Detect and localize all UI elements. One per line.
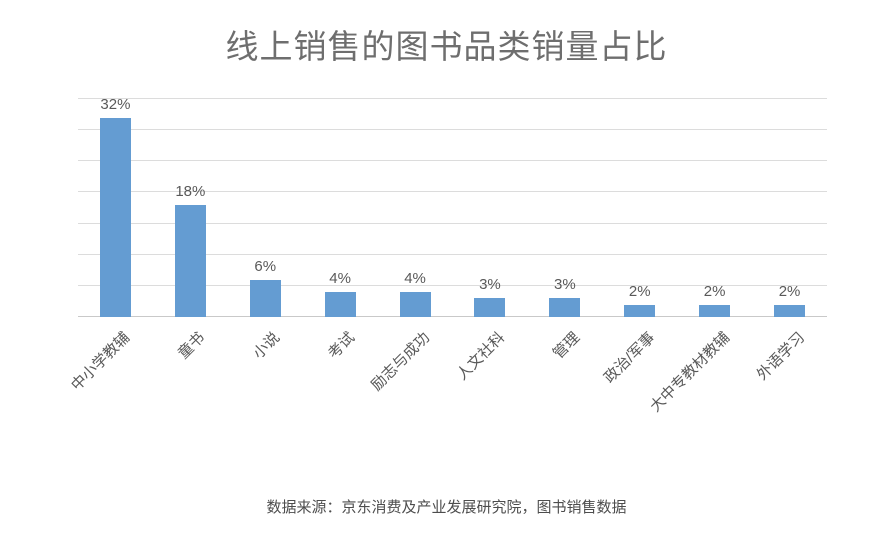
value-label: 2% <box>778 282 801 300</box>
source-note: 数据来源：京东消费及产业发展研究院，图书销售数据 <box>266 499 627 516</box>
category-label: 外语学习 <box>753 329 808 384</box>
category-label: 小说 <box>250 329 284 363</box>
category-label: 童书 <box>175 329 209 363</box>
value-label: 2% <box>703 282 726 300</box>
bar <box>624 304 656 317</box>
gridline <box>78 160 827 162</box>
x-axis-labels: 中小学教辅 童书 小说 考试 励志与成功 人文社科 管理 政治/军事 大中专教材教辅 外语学习 <box>69 317 827 477</box>
value-label: 3% <box>479 276 501 294</box>
bar <box>699 304 731 317</box>
bar <box>99 117 131 317</box>
bar <box>249 279 281 317</box>
gridline <box>78 191 827 193</box>
bar <box>549 298 581 317</box>
x-axis-line <box>78 316 827 317</box>
gridline <box>78 284 827 286</box>
category-label: 政治/军事 <box>600 329 658 387</box>
gridline <box>78 129 827 131</box>
bar <box>399 292 431 317</box>
bar <box>174 204 206 317</box>
gridline <box>78 98 827 99</box>
value-label: 2% <box>628 282 651 300</box>
bar <box>324 292 356 317</box>
gridline <box>78 222 827 224</box>
plot-area: 32% 18% 6% 4% 4% 3% 3% 2% 2% 2% <box>78 95 827 317</box>
value-label: 6% <box>254 257 277 275</box>
category-label: 励志与成功 <box>368 329 434 395</box>
value-label: 4% <box>404 270 426 288</box>
bar <box>774 304 806 317</box>
value-label: 32% <box>100 95 131 113</box>
category-label: 考试 <box>325 329 359 363</box>
value-label: 18% <box>175 182 206 200</box>
value-label: 3% <box>554 276 576 294</box>
bar <box>474 298 506 317</box>
category-label: 中小学教辅 <box>68 329 134 395</box>
gridline <box>78 253 827 255</box>
category-label: 人文社科 <box>453 329 509 384</box>
category-label: 管理 <box>549 329 584 363</box>
value-label: 4% <box>329 270 351 288</box>
chart-title: 线上销售的图书品类销量占比 <box>225 28 668 65</box>
